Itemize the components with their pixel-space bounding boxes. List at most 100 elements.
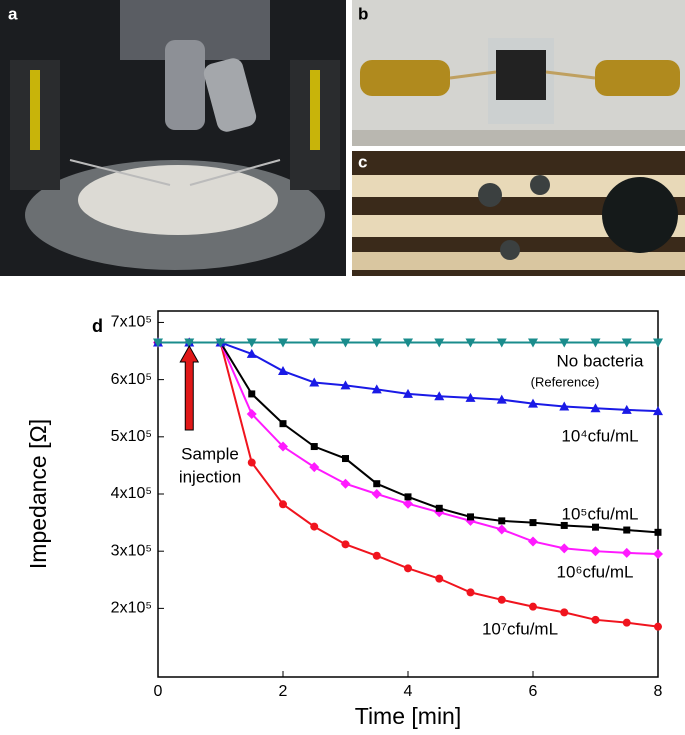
- marker: [246, 408, 257, 419]
- marker: [278, 338, 288, 348]
- annotation: Sample: [181, 444, 239, 463]
- panel-label: d: [92, 316, 103, 336]
- marker: [467, 513, 474, 521]
- marker: [340, 380, 351, 390]
- series-label: 10⁷cfu/mL: [482, 619, 558, 638]
- marker: [247, 458, 256, 467]
- marker: [372, 551, 381, 560]
- marker: [246, 338, 257, 348]
- x-tick-label: 8: [654, 683, 663, 700]
- photo-a: [0, 0, 346, 276]
- series-label: 10⁵cfu/mL: [562, 504, 639, 523]
- marker: [654, 528, 662, 536]
- annotation: (Reference): [531, 374, 600, 389]
- marker: [278, 366, 288, 376]
- marker: [279, 500, 287, 509]
- marker: [340, 338, 351, 348]
- marker: [342, 455, 349, 463]
- x-tick-label: 6: [529, 683, 538, 700]
- marker: [590, 338, 601, 348]
- marker: [592, 523, 599, 531]
- y-tick-label: 5x10⁵: [111, 428, 152, 445]
- marker: [498, 517, 506, 525]
- marker: [403, 498, 413, 509]
- marker: [560, 608, 569, 617]
- y-axis-label: Impedance [Ω]: [25, 419, 51, 569]
- x-tick-label: 2: [279, 683, 288, 700]
- marker: [279, 420, 287, 428]
- marker: [559, 543, 570, 554]
- marker: [623, 526, 631, 534]
- series-label: No bacteria: [557, 351, 644, 370]
- marker: [496, 524, 507, 535]
- marker: [435, 504, 443, 512]
- marker: [403, 388, 413, 398]
- annotation: injection: [179, 467, 241, 486]
- x-tick-label: 4: [404, 683, 413, 700]
- marker: [371, 384, 382, 394]
- marker: [529, 519, 537, 527]
- marker: [403, 338, 413, 348]
- marker: [309, 338, 320, 348]
- marker: [560, 521, 568, 529]
- marker: [153, 338, 163, 348]
- photo-b: [352, 0, 685, 146]
- marker: [310, 522, 319, 531]
- series-label: 10⁴cfu/mL: [561, 426, 638, 445]
- panel-label: a: [8, 4, 18, 23]
- marker: [497, 595, 506, 604]
- marker: [529, 602, 537, 611]
- marker: [559, 338, 570, 348]
- marker: [434, 338, 445, 348]
- y-tick-label: 3x10⁵: [111, 542, 152, 559]
- marker: [654, 622, 662, 631]
- marker: [653, 549, 663, 560]
- marker: [341, 540, 350, 549]
- marker: [278, 441, 288, 452]
- marker: [309, 462, 320, 473]
- marker: [371, 489, 382, 499]
- photo-c: [352, 151, 685, 276]
- marker: [621, 547, 632, 558]
- marker: [622, 618, 631, 627]
- x-tick-label: 0: [154, 683, 163, 700]
- y-tick-label: 4x10⁵: [111, 485, 152, 502]
- marker: [653, 338, 663, 348]
- marker: [371, 338, 382, 348]
- marker: [591, 615, 600, 624]
- arrow: [179, 344, 200, 431]
- marker: [466, 588, 475, 597]
- marker: [309, 377, 320, 387]
- marker: [465, 338, 476, 348]
- panel-label: b: [358, 4, 368, 23]
- marker: [246, 348, 257, 358]
- series-label: 10⁶cfu/mL: [557, 562, 634, 581]
- marker: [653, 406, 663, 416]
- marker: [373, 480, 381, 488]
- marker: [215, 338, 226, 348]
- marker: [404, 564, 412, 573]
- y-tick-label: 6x10⁵: [111, 371, 152, 388]
- marker: [435, 574, 444, 583]
- marker: [528, 398, 538, 408]
- x-axis-label: Time [min]: [355, 703, 462, 729]
- chart: d 0 2 4 6 8 2x10⁵ 3x10⁵ 4x10⁵ 5x10⁵ 6x10⁵ 7x10⁵ Tim…: [25, 310, 663, 729]
- marker: [590, 546, 601, 557]
- marker: [590, 403, 601, 413]
- marker: [465, 392, 476, 402]
- marker: [621, 404, 632, 414]
- marker: [621, 338, 632, 348]
- marker: [434, 391, 445, 401]
- marker: [248, 390, 256, 398]
- marker: [184, 338, 195, 348]
- marker: [559, 401, 570, 411]
- marker: [528, 338, 538, 348]
- marker: [528, 536, 538, 547]
- marker: [404, 493, 412, 501]
- y-tick-label: 2x10⁵: [111, 600, 152, 617]
- marker: [496, 338, 507, 348]
- marker: [310, 443, 318, 451]
- marker: [496, 394, 507, 404]
- marker: [340, 478, 351, 489]
